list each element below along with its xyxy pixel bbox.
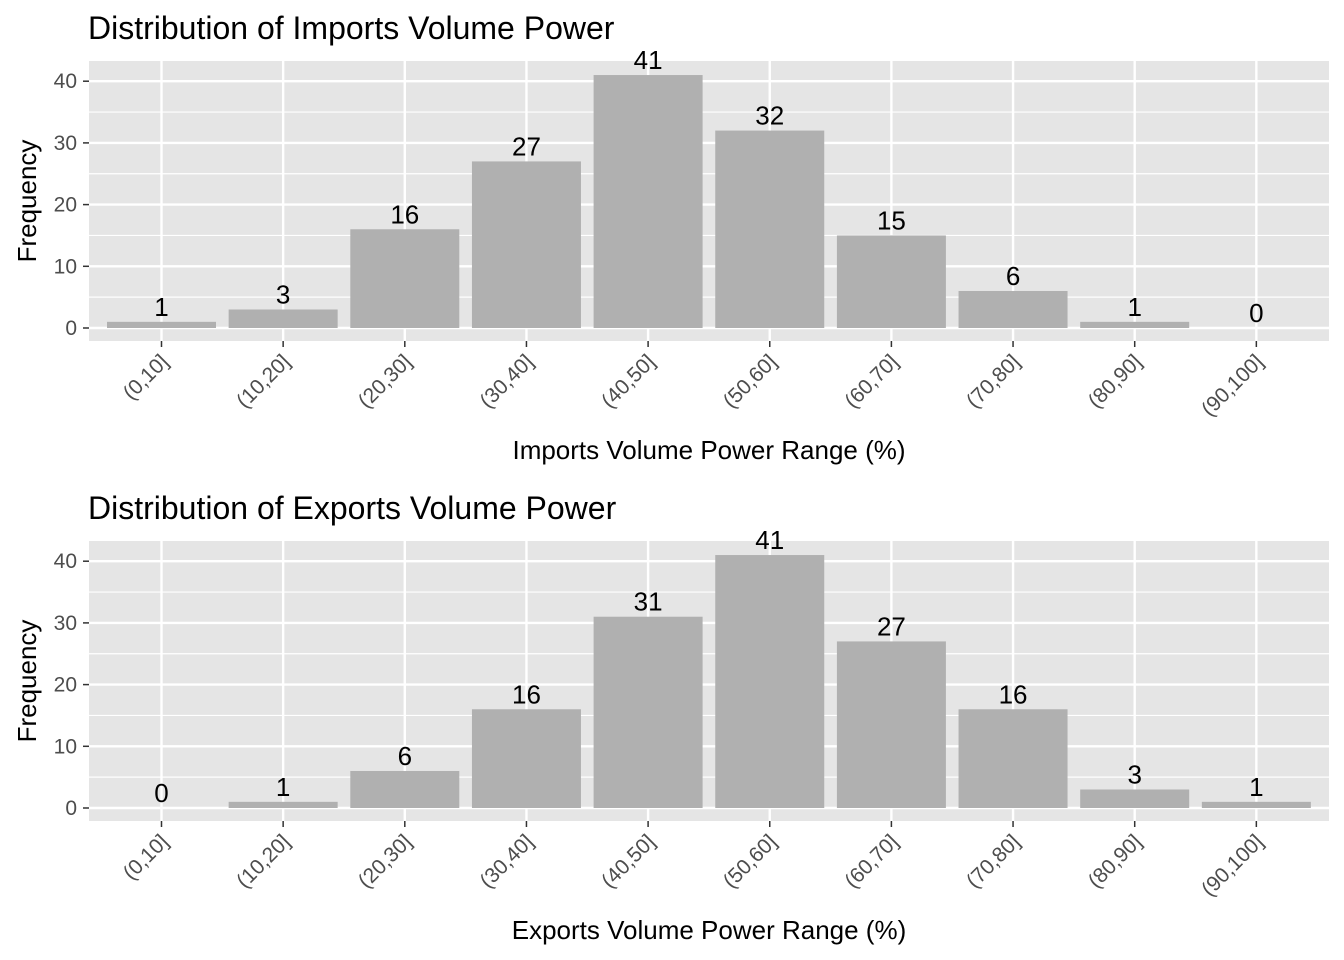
bar <box>350 770 460 808</box>
y-tick-label: 30 <box>54 612 77 635</box>
x-tick-label: (10,20] <box>232 350 295 413</box>
x-tick-label: (20,30] <box>354 350 417 413</box>
imports-y-axis: 0 10 20 30 40 <box>54 70 89 340</box>
bar <box>1080 321 1190 328</box>
x-tick-label: (80,90] <box>1084 830 1147 893</box>
imports-plot-panel <box>89 61 1329 341</box>
x-tick-label: (50,60] <box>719 350 782 413</box>
x-tick-label: (70,80] <box>962 350 1025 413</box>
bar-value-label: 41 <box>755 525 784 555</box>
bar-value-label: 16 <box>999 679 1028 709</box>
x-tick-label: (30,40] <box>475 350 538 413</box>
y-tick-label: 20 <box>54 194 77 217</box>
bar-value-label: 6 <box>398 741 412 771</box>
bar <box>958 709 1068 808</box>
bar <box>715 555 825 808</box>
bar-value-label: 1 <box>1249 772 1263 802</box>
y-tick-label: 0 <box>65 317 77 340</box>
y-tick-label: 0 <box>65 797 77 820</box>
bar-value-label: 0 <box>1249 298 1263 328</box>
bar-value-label: 0 <box>154 778 168 808</box>
x-tick-label: (80,90] <box>1084 350 1147 413</box>
bar <box>1080 789 1190 808</box>
bar-value-label: 27 <box>512 131 541 161</box>
bar-value-label: 41 <box>634 45 663 75</box>
exports-bars <box>228 555 1311 808</box>
x-tick-label: (0,10] <box>119 350 173 404</box>
bar <box>593 75 703 328</box>
y-tick-label: 30 <box>54 132 77 155</box>
y-tick-label: 40 <box>54 550 77 573</box>
bar-value-label: 1 <box>154 292 168 322</box>
imports-x-axis-title: Imports Volume Power Range (%) <box>512 435 905 465</box>
y-tick-label: 10 <box>54 735 77 758</box>
exports-x-axis: (0,10] (10,20] (20,30] (30,40] (40,50] (50,60… <box>119 821 1268 901</box>
bar-value-label: 32 <box>755 101 784 131</box>
bar <box>107 321 216 328</box>
bar-value-label: 15 <box>877 205 906 235</box>
bar-value-label: 27 <box>877 611 906 641</box>
bar <box>471 709 581 808</box>
exports-plot-panel <box>89 541 1329 821</box>
exports-chart-title: Distribution of Exports Volume Power <box>88 490 617 526</box>
x-tick-label: (60,70] <box>840 350 903 413</box>
x-tick-label: (90,100] <box>1197 830 1268 901</box>
bar-value-label: 16 <box>390 199 419 229</box>
bar-value-label: 3 <box>1127 759 1141 789</box>
y-tick-label: 20 <box>54 674 77 697</box>
bar <box>715 130 825 328</box>
bar-value-label: 1 <box>1127 292 1141 322</box>
exports-y-axis: 0 10 20 30 40 <box>54 550 89 820</box>
imports-x-axis: (0,10] (10,20] (20,30] (30,40] (40,50] (50,60… <box>119 341 1268 421</box>
bar <box>228 309 338 328</box>
imports-bar-labels: 1 3 16 27 41 32 15 6 1 0 <box>154 45 1263 328</box>
x-tick-label: (10,20] <box>232 830 295 893</box>
x-tick-label: (0,10] <box>119 830 173 884</box>
x-tick-label: (50,60] <box>719 830 782 893</box>
bar <box>350 229 460 328</box>
imports-y-axis-title: Frequency <box>12 140 42 263</box>
bar-value-label: 1 <box>276 772 290 802</box>
bar <box>471 161 581 328</box>
y-tick-label: 40 <box>54 70 77 93</box>
x-tick-label: (30,40] <box>475 830 538 893</box>
y-tick-label: 10 <box>54 255 77 278</box>
imports-bars <box>107 75 1190 328</box>
bar <box>836 235 946 328</box>
bar-value-label: 16 <box>512 679 541 709</box>
bar <box>593 616 703 808</box>
exports-x-axis-title: Exports Volume Power Range (%) <box>512 915 907 945</box>
exports-grid <box>89 541 1329 821</box>
exports-chart: Distribution of Exports Volume Power 0 16… <box>12 490 1329 945</box>
bar <box>836 641 946 808</box>
bar <box>1201 801 1311 808</box>
exports-y-axis-title: Frequency <box>12 620 42 743</box>
imports-chart: Distribution of Imports Volume Power 1 31… <box>12 10 1329 465</box>
x-tick-label: (90,100] <box>1197 350 1268 421</box>
bar-value-label: 3 <box>276 279 290 309</box>
x-tick-label: (20,30] <box>354 830 417 893</box>
x-tick-label: (60,70] <box>840 830 903 893</box>
imports-chart-title: Distribution of Imports Volume Power <box>88 10 615 46</box>
bar <box>228 801 338 808</box>
bar <box>958 290 1068 328</box>
x-tick-label: (40,50] <box>597 350 660 413</box>
x-tick-label: (40,50] <box>597 830 660 893</box>
x-tick-label: (70,80] <box>962 830 1025 893</box>
bar-value-label: 31 <box>634 587 663 617</box>
bar-value-label: 6 <box>1006 261 1020 291</box>
